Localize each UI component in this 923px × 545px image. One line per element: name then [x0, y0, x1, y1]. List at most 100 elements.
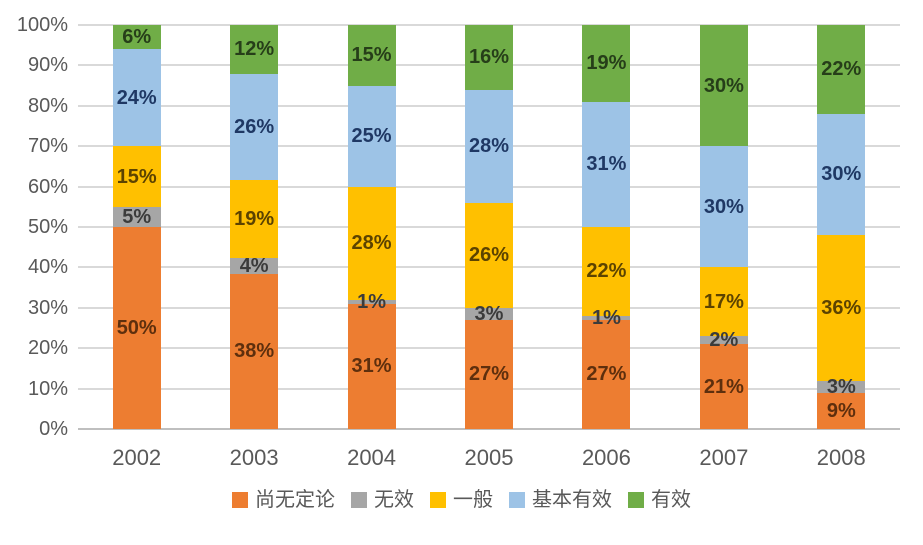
data-label: 26% [468, 244, 510, 267]
data-label: 28% [468, 135, 510, 158]
data-label: 22% [586, 260, 627, 283]
legend-item: 尚无定论 [232, 490, 335, 510]
x-tick-label: 2002 [112, 445, 162, 470]
bar-segment [347, 186, 396, 300]
data-label: 27% [468, 363, 510, 386]
data-label: 5% [122, 205, 152, 228]
x-tick-label: 2006 [581, 445, 631, 470]
data-label: 4% [239, 254, 269, 277]
y-tick-label: 90% [27, 54, 68, 77]
bar-segment [112, 227, 161, 429]
legend-swatch [232, 492, 248, 508]
y-tick-label: 20% [27, 337, 68, 360]
legend-swatch [628, 492, 644, 508]
bar-segment [582, 25, 631, 102]
data-label: 17% [703, 290, 744, 313]
bar-segment [112, 146, 161, 207]
data-label: 27% [586, 363, 627, 386]
data-label: 6% [122, 26, 152, 49]
legend-item: 基本有效 [509, 490, 612, 510]
data-label: 19% [234, 207, 275, 230]
legend-label: 有效 [651, 489, 691, 511]
data-label: 31% [351, 355, 392, 378]
legend-swatch [430, 492, 446, 508]
x-tick-label: 2007 [699, 445, 749, 470]
legend-label: 基本有效 [532, 489, 612, 511]
data-label: 16% [468, 46, 510, 69]
bar-segment [582, 227, 631, 316]
bar-segment [230, 273, 279, 429]
legend-item: 无效 [351, 490, 414, 510]
bar-segment [817, 380, 866, 393]
legend-swatch [351, 492, 367, 508]
y-tick-label: 80% [27, 94, 68, 117]
legend: 尚无定论 无效 一般 基本有效 有效 [0, 490, 923, 510]
x-tick-label: 2005 [464, 445, 514, 470]
bar-segment [230, 180, 279, 258]
bar-segment [699, 146, 748, 268]
y-tick-label: 50% [27, 216, 68, 238]
data-label: 24% [116, 86, 157, 109]
data-label: 15% [116, 165, 157, 188]
bar-segment [112, 49, 161, 147]
bar-segment [817, 113, 866, 236]
x-tick-label: 2008 [816, 445, 866, 470]
data-label: 38% [234, 340, 275, 363]
bar-segment [582, 319, 631, 429]
bar-segment [817, 235, 866, 381]
bar-segment [465, 307, 513, 320]
data-label: 50% [116, 317, 157, 339]
data-label: 26% [234, 116, 275, 139]
data-label: 31% [586, 153, 627, 176]
x-tick-label: 2003 [229, 445, 279, 470]
bar-segment [465, 319, 513, 429]
y-tick-label: 70% [27, 135, 68, 158]
bar-segment [347, 85, 396, 187]
legend-item: 有效 [628, 490, 691, 510]
legend-swatch [509, 492, 525, 508]
data-label: 3% [474, 302, 504, 325]
data-label: 25% [351, 125, 392, 148]
bar-segment [465, 89, 513, 203]
data-label: 19% [586, 52, 627, 75]
bar-segment [230, 73, 279, 181]
bar-segment [112, 25, 161, 50]
data-label: 36% [821, 296, 862, 319]
x-tick-label: 2004 [347, 445, 397, 470]
y-tick-label: 40% [27, 256, 68, 279]
data-label: 30% [703, 195, 744, 218]
data-label: 30% [821, 163, 862, 186]
bar-segment [347, 299, 396, 304]
bar-segment [817, 392, 866, 429]
legend-label: 一般 [453, 489, 493, 511]
bar-segment [699, 267, 748, 337]
bar-segment [699, 25, 748, 147]
bar-segment [230, 257, 279, 274]
data-label: 30% [703, 74, 744, 97]
data-label: 15% [351, 44, 392, 67]
bar-segment [465, 202, 513, 308]
legend-label: 尚无定论 [255, 489, 335, 511]
x-axis-line [78, 428, 900, 430]
bar-segment [347, 25, 396, 86]
bar-segment [347, 303, 396, 429]
data-label: 22% [821, 58, 862, 81]
bar-segment [699, 336, 748, 345]
y-tick-label: 100% [16, 14, 68, 36]
y-tick-label: 0% [39, 418, 68, 440]
data-label: 1% [357, 290, 387, 313]
legend-item: 一般 [430, 490, 493, 510]
data-label: 9% [826, 399, 856, 422]
bar-segment [582, 101, 631, 227]
data-label: 2% [709, 329, 739, 352]
data-label: 3% [826, 375, 856, 398]
y-tick-label: 60% [27, 175, 68, 198]
y-tick-label: 30% [27, 296, 68, 319]
data-label: 12% [234, 38, 275, 61]
y-tick-label: 10% [27, 377, 68, 400]
bar-segment [465, 25, 513, 90]
bar-segment [230, 25, 279, 74]
data-label: 1% [591, 306, 621, 329]
